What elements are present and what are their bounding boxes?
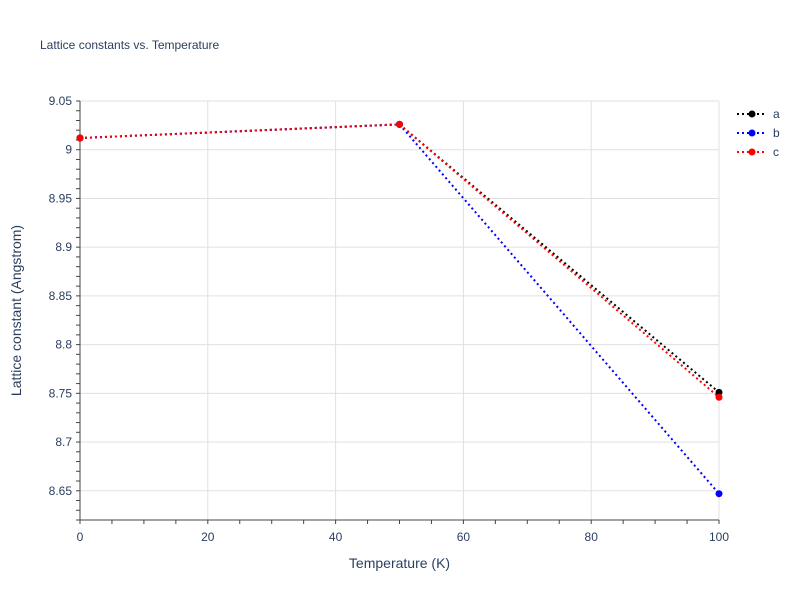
y-tick-label: 8.65 [49,484,73,498]
x-tick-label: 40 [329,530,343,544]
x-tick-label: 100 [709,530,729,544]
x-tick-label: 60 [457,530,471,544]
y-tick-label: 8.85 [49,289,73,303]
legend-label-b[interactable]: b [773,126,780,140]
series-line-b [79,123,720,495]
y-tick-label: 9 [65,143,72,157]
series-line-c [79,123,720,398]
legend-label-a[interactable]: a [773,107,780,121]
data-point-c [396,120,403,128]
y-tick-label: 9.05 [49,94,73,108]
x-tick-label: 0 [77,530,84,544]
y-tick-label: 8.9 [55,240,72,254]
y-tick-label: 8.95 [49,191,73,205]
legend-label-c[interactable]: c [773,145,779,159]
y-tick-label: 8.8 [55,338,72,352]
chart-title: Lattice constants vs. Temperature [40,38,220,52]
x-axis-title: Temperature (K) [349,555,450,571]
data-point-a [715,388,723,396]
x-tick-label: 20 [201,530,215,544]
data-point-b [715,490,723,498]
y-tick-label: 8.7 [55,435,72,449]
series-line-a [79,123,720,394]
legend-marker-a[interactable] [748,110,756,118]
legend-marker-c[interactable] [748,148,756,156]
x-tick-label: 80 [585,530,599,544]
data-point-c [715,393,723,401]
legend-marker-b[interactable] [748,129,756,137]
y-tick-label: 8.75 [49,386,73,400]
y-axis-title: Lattice constant (Angstrom) [8,225,24,396]
data-point-c [76,134,84,142]
